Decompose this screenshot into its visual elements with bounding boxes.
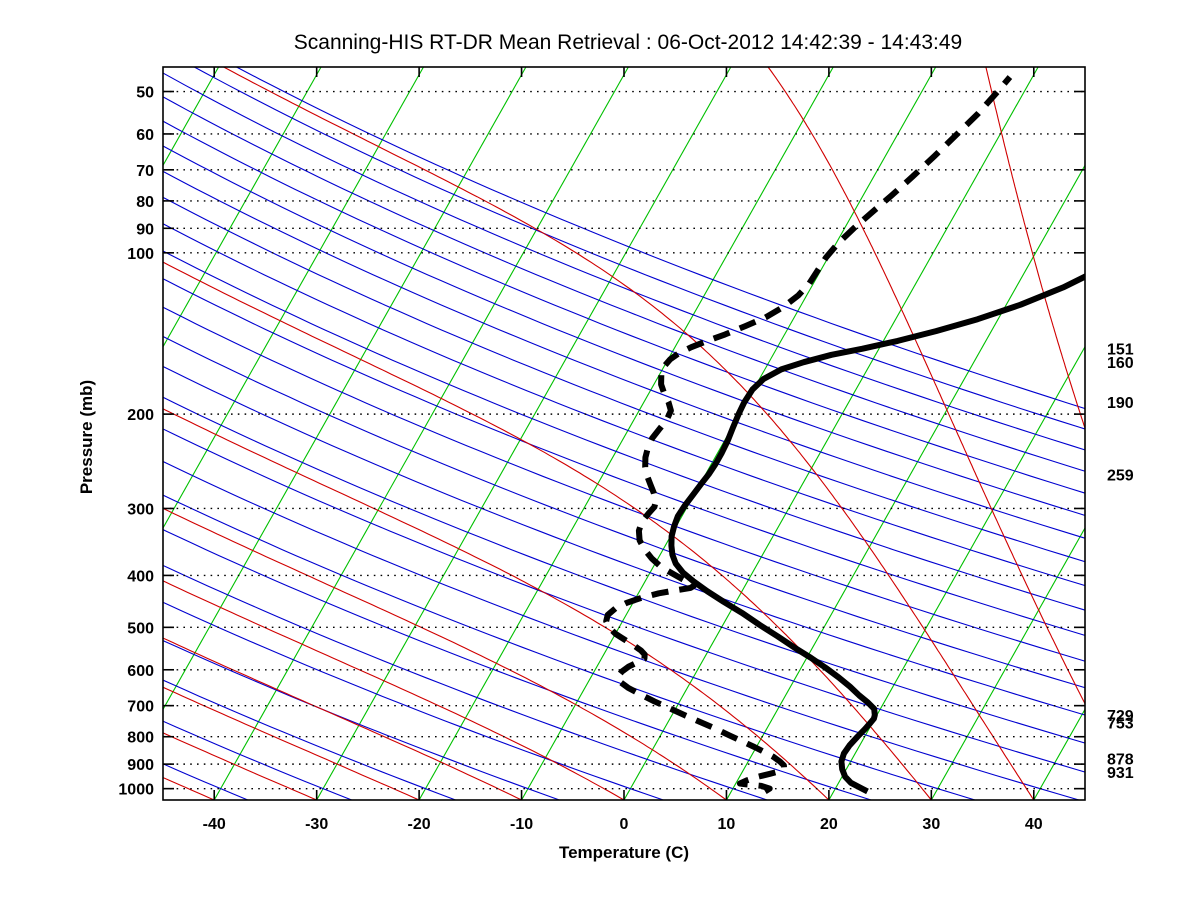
x-tick-label: 40 <box>1025 816 1043 833</box>
right-axis-label: 729 <box>1107 708 1134 725</box>
y-tick-label: 700 <box>127 699 154 716</box>
right-axis-label: 753 <box>1107 716 1134 733</box>
y-tick-label: 50 <box>136 85 154 102</box>
isotherm-line <box>828 345 1085 800</box>
isotherm-line <box>725 164 1085 800</box>
x-tick-labels: -40 -30 -20 -10 0 10 20 30 40 <box>203 816 1043 833</box>
x-tick-label: -10 <box>510 816 533 833</box>
dry-adiabat-line <box>163 306 1085 662</box>
dry-adiabat-line <box>163 250 1085 611</box>
isotherm-line <box>163 67 424 530</box>
y-tick-label: 900 <box>127 757 154 774</box>
x-tick-label: 0 <box>620 816 629 833</box>
y-tick-label: 400 <box>127 568 154 585</box>
right-axis-label: 160 <box>1107 355 1134 372</box>
y-tick-label: 100 <box>127 246 154 263</box>
y-tick-label: 600 <box>127 663 154 680</box>
dry-adiabat-line <box>236 67 1085 410</box>
moist-adiabat-line <box>163 507 727 800</box>
isotherm-line <box>163 67 322 348</box>
dry-adiabat-line <box>163 72 1085 451</box>
dry-adiabat-line <box>163 170 1085 539</box>
y-tick-label: 60 <box>136 127 154 144</box>
x-tick-label: -30 <box>305 816 328 833</box>
y-tick-label: 1000 <box>118 782 154 799</box>
isotherm-line <box>163 67 527 711</box>
right-axis-label: 190 <box>1107 395 1134 412</box>
y-tick-label: 80 <box>136 194 154 211</box>
moist-adiabat-line <box>163 408 830 800</box>
moist-adiabat-line <box>222 67 1035 800</box>
x-tick-label: -20 <box>408 816 431 833</box>
isotherm-line <box>213 67 629 800</box>
isotherm-line <box>930 526 1085 800</box>
right-axis-label: 259 <box>1107 467 1134 484</box>
temperature-profile <box>668 273 1085 795</box>
y-tick-labels: 50 60 70 80 90 100 200 300 400 500 600 700 800 900 100… <box>118 85 154 799</box>
dry-adiabat-line <box>163 365 1085 716</box>
moist-adiabat-line <box>767 67 1085 705</box>
isotherm-line <box>316 67 732 800</box>
x-tick-label: 20 <box>820 816 838 833</box>
dry-adiabat-line <box>163 96 1085 472</box>
right-axis-label: 878 <box>1107 751 1134 768</box>
dry-adiabat-line <box>163 196 1085 563</box>
isotherm-line <box>418 67 834 800</box>
tick-marks <box>163 67 1085 800</box>
right-axis-label: 151 <box>1107 342 1134 359</box>
dry-adiabat-line <box>163 460 1080 800</box>
y-tick-label: 500 <box>127 620 154 637</box>
background-lines <box>163 67 1085 800</box>
y-tick-label: 90 <box>136 221 154 238</box>
dry-adiabat-line <box>194 67 1085 430</box>
moist-adiabat-line <box>163 580 625 800</box>
x-tick-label: 10 <box>718 816 736 833</box>
moist-adiabat-line <box>163 637 522 800</box>
dry-adiabat-line <box>163 529 872 800</box>
dry-adiabat-line <box>163 335 1085 689</box>
dry-adiabat-line <box>163 223 1085 587</box>
moist-adiabat-line <box>163 261 932 800</box>
y-tick-label: 200 <box>127 407 154 424</box>
x-tick-label: 30 <box>922 816 940 833</box>
profile-series <box>603 75 1085 795</box>
y-tick-label: 300 <box>127 501 154 518</box>
right-axis-label: 931 <box>1107 765 1134 782</box>
moist-adiabat-line <box>985 67 1085 430</box>
dry-adiabat-line <box>163 278 1085 636</box>
dry-adiabat-line <box>163 564 768 800</box>
dry-adiabat-line <box>163 396 1085 744</box>
dry-adiabat-line <box>163 639 560 800</box>
dry-adiabat-line <box>163 679 456 800</box>
dry-adiabat-line <box>163 428 1085 773</box>
moist-adiabat-line <box>163 686 420 800</box>
y-tick-label: 800 <box>127 730 154 747</box>
x-axis-label: Temperature (C) <box>559 843 689 862</box>
y-tick-label: 70 <box>136 163 154 180</box>
y-axis-label: Pressure (mb) <box>77 380 96 494</box>
dewpoint-profile <box>603 75 1013 794</box>
dry-adiabat-line <box>163 145 1085 516</box>
dry-adiabat-line <box>163 601 664 800</box>
x-tick-label: -40 <box>203 816 226 833</box>
dry-adiabat-line <box>163 494 976 800</box>
chart-title: Scanning-HIS RT-DR Mean Retrieval : 06-O… <box>294 31 962 54</box>
